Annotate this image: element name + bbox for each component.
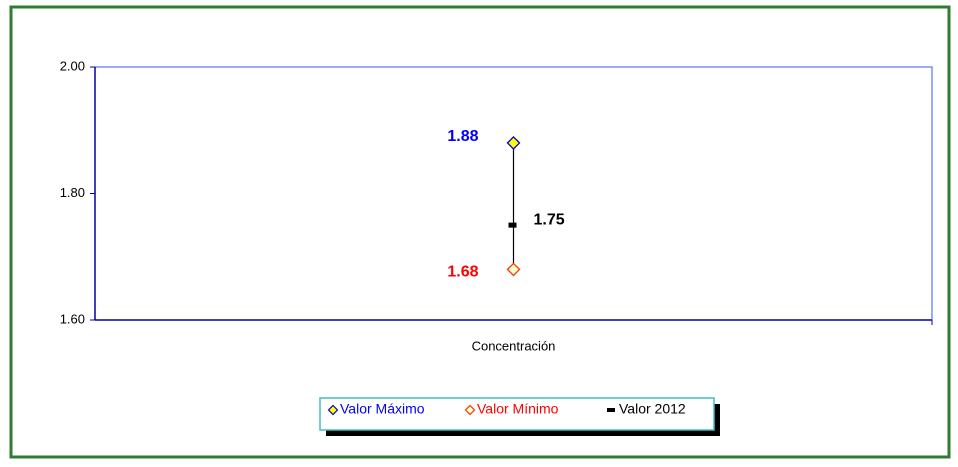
legend xyxy=(319,397,715,431)
legend-label: Valor Máximo xyxy=(340,401,425,417)
legend-label: Valor Mínimo xyxy=(477,401,559,417)
marker xyxy=(508,222,517,228)
data-label: 1.88 xyxy=(447,128,478,145)
y-tick-label: 1.60 xyxy=(60,311,85,326)
marker xyxy=(506,262,521,277)
x-tick-label: Concentración xyxy=(472,338,556,353)
legend-marker xyxy=(464,404,476,416)
data-label: 1.75 xyxy=(534,211,565,228)
legend-marker xyxy=(607,408,615,412)
marker xyxy=(506,135,521,150)
chart-frame xyxy=(9,5,951,459)
y-tick-label: 1.80 xyxy=(60,185,85,200)
data-label: 1.68 xyxy=(447,264,478,281)
legend-label: Valor 2012 xyxy=(619,401,686,417)
legend-marker xyxy=(327,404,339,416)
y-tick-label: 2.00 xyxy=(60,58,85,73)
